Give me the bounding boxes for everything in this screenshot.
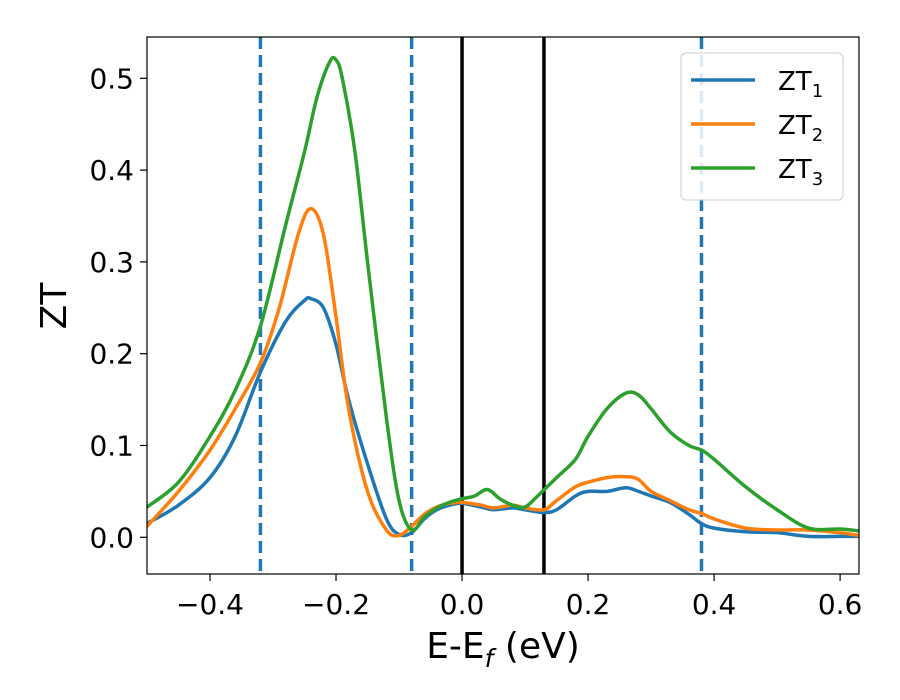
y-tick-label: 0.1 <box>89 429 134 462</box>
y-tick-label: 0.3 <box>89 246 134 279</box>
legend-label-zt1: ZT1 <box>778 67 823 102</box>
legend-frame <box>680 52 844 201</box>
x-axis: −0.4 −0.2 0.0 0.2 0.4 0.6 <box>176 574 862 621</box>
y-axis-title: ZT <box>34 282 75 330</box>
y-tick-label: 0.5 <box>89 62 134 95</box>
y-tick-label: 0.4 <box>89 154 134 187</box>
x-axis-title: E-Ef (eV) <box>426 626 580 673</box>
plot-frame <box>146 36 860 575</box>
y-tick-label: 0.0 <box>89 521 134 554</box>
x-tick-label: 0.0 <box>440 588 485 621</box>
series-line-zt1 <box>147 295 859 539</box>
series-layer <box>147 55 859 539</box>
x-tick-label: −0.2 <box>302 588 370 621</box>
legend-label-zt2: ZT2 <box>778 111 823 146</box>
x-tick-label: 0.2 <box>566 588 611 621</box>
y-axis: 0.0 0.1 0.2 0.3 0.4 0.5 <box>89 62 147 554</box>
x-tick-label: 0.4 <box>692 588 737 621</box>
legend: ZT1 ZT2 ZT3 <box>680 52 844 201</box>
y-tick-label: 0.2 <box>89 338 134 371</box>
reference-lines <box>258 37 704 574</box>
series-line-zt3 <box>147 55 859 533</box>
x-tick-label: 0.6 <box>818 588 863 621</box>
series-line-zt2 <box>147 206 859 538</box>
legend-label-zt3: ZT3 <box>778 155 823 190</box>
x-tick-label: −0.4 <box>176 588 244 621</box>
